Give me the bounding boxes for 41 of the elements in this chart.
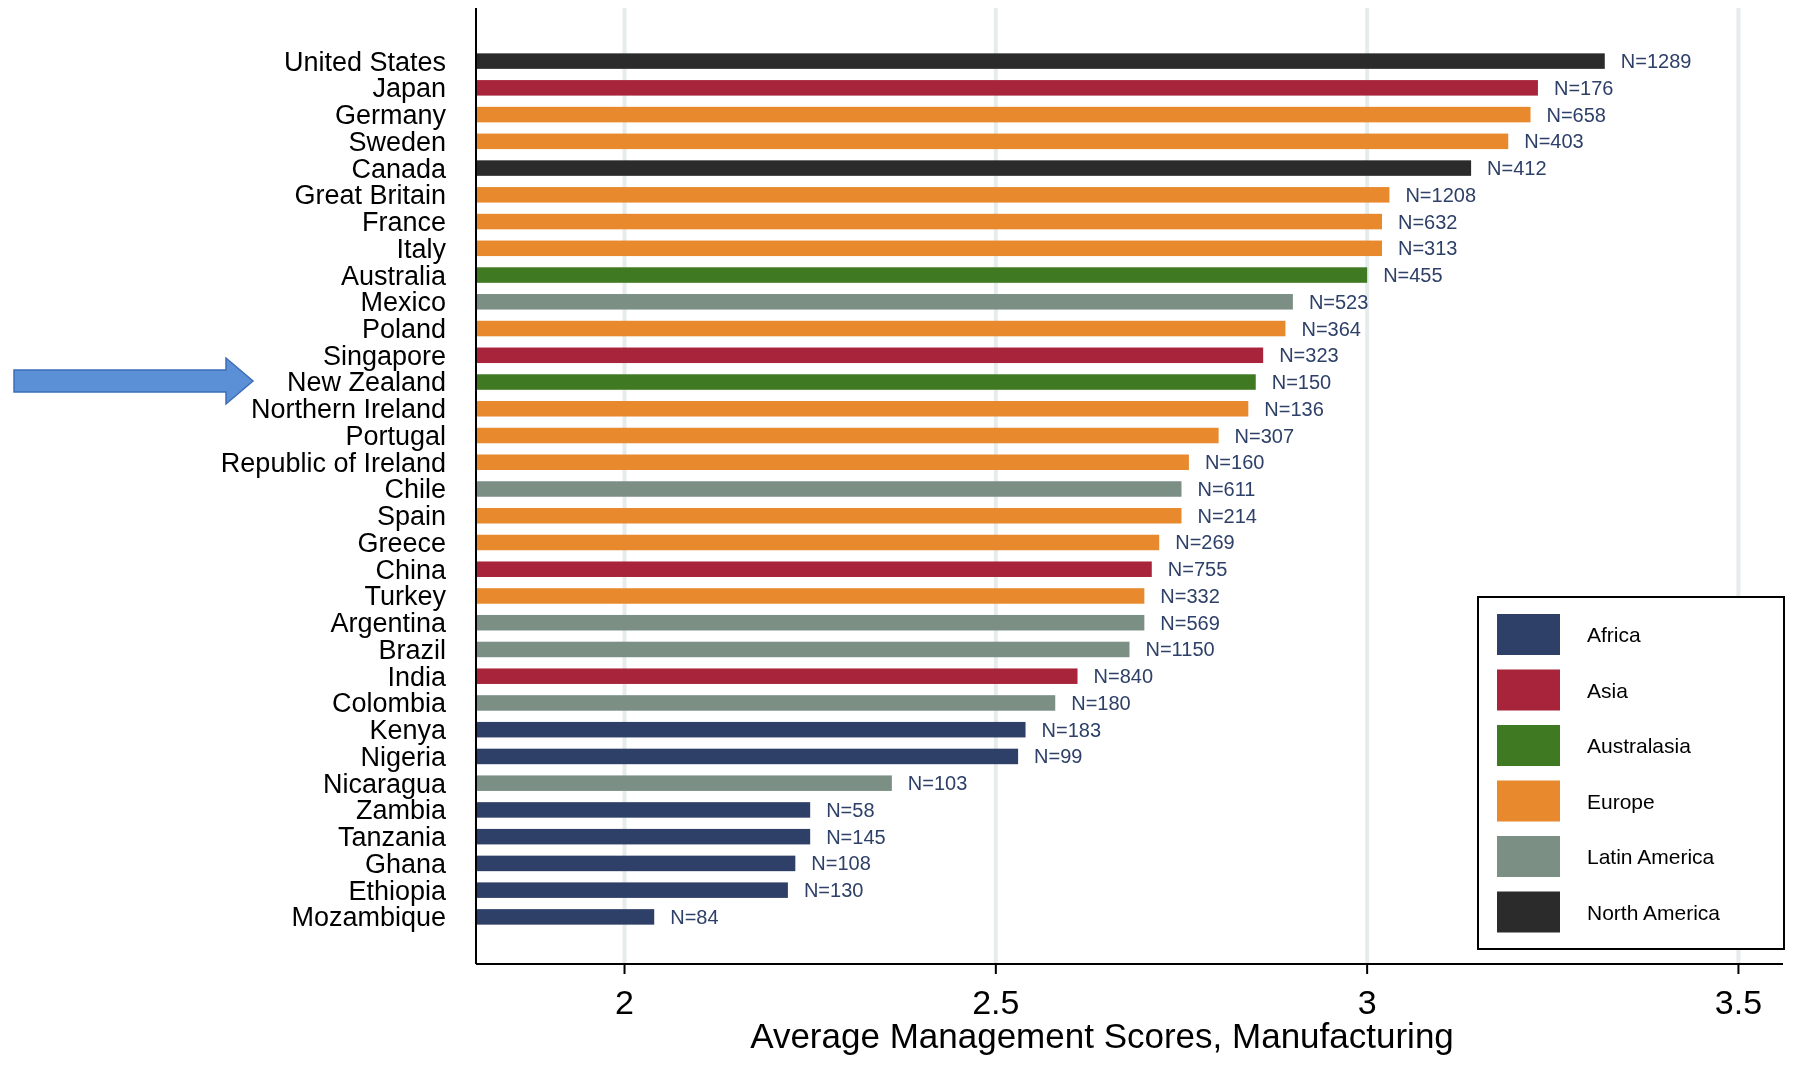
annotation: N=523 xyxy=(1308,290,1369,313)
annotation: N=103 xyxy=(907,772,968,795)
annotation: N=313 xyxy=(1397,237,1458,260)
annotation: N=136 xyxy=(1264,397,1324,420)
annotation: N=183 xyxy=(1041,718,1102,741)
annotation: N=130 xyxy=(803,879,864,902)
annotation: N=632 xyxy=(1397,210,1458,233)
x-tick-label: 2 xyxy=(615,983,634,1021)
annotation: N=180 xyxy=(1071,691,1131,714)
annotation: N=160 xyxy=(1204,451,1265,474)
annotation: N=176 xyxy=(1553,76,1614,99)
annotation: N=611 xyxy=(1197,478,1256,500)
annotation: N=58 xyxy=(826,798,875,821)
legend-label: Australasia xyxy=(1587,734,1692,758)
annotation: N=307 xyxy=(1234,424,1295,447)
annotation: N=332 xyxy=(1160,584,1220,607)
legend-label: Europe xyxy=(1587,789,1655,813)
annotation: N=755 xyxy=(1167,558,1228,581)
annotation: N=269 xyxy=(1175,531,1235,554)
annotation: N=99 xyxy=(1034,745,1083,768)
annotation: N=1150 xyxy=(1145,638,1215,661)
annotation: N=214 xyxy=(1197,504,1257,527)
annotation: N=658 xyxy=(1546,103,1607,126)
annotation: N=1208 xyxy=(1405,183,1477,206)
legend-label: Asia xyxy=(1587,678,1629,702)
legend-label: Africa xyxy=(1587,623,1641,647)
annotation: N=323 xyxy=(1279,344,1339,367)
annotation: N=364 xyxy=(1301,317,1361,340)
annotation: N=412 xyxy=(1487,157,1547,180)
legend-label: North America xyxy=(1587,900,1721,924)
annotation: N=150 xyxy=(1271,371,1332,394)
annotation: N=455 xyxy=(1383,264,1443,287)
x-tick-label: 3.5 xyxy=(1714,983,1763,1021)
annotation: N=1289 xyxy=(1620,50,1692,73)
annotation: N=145 xyxy=(826,825,886,848)
annotation: N=108 xyxy=(811,852,871,875)
annotation: N=84 xyxy=(670,905,719,928)
annotation: N=403 xyxy=(1524,130,1584,153)
annotation: N=840 xyxy=(1093,665,1154,688)
annotation: N=569 xyxy=(1160,611,1220,634)
legend-label: Latin America xyxy=(1587,845,1715,869)
